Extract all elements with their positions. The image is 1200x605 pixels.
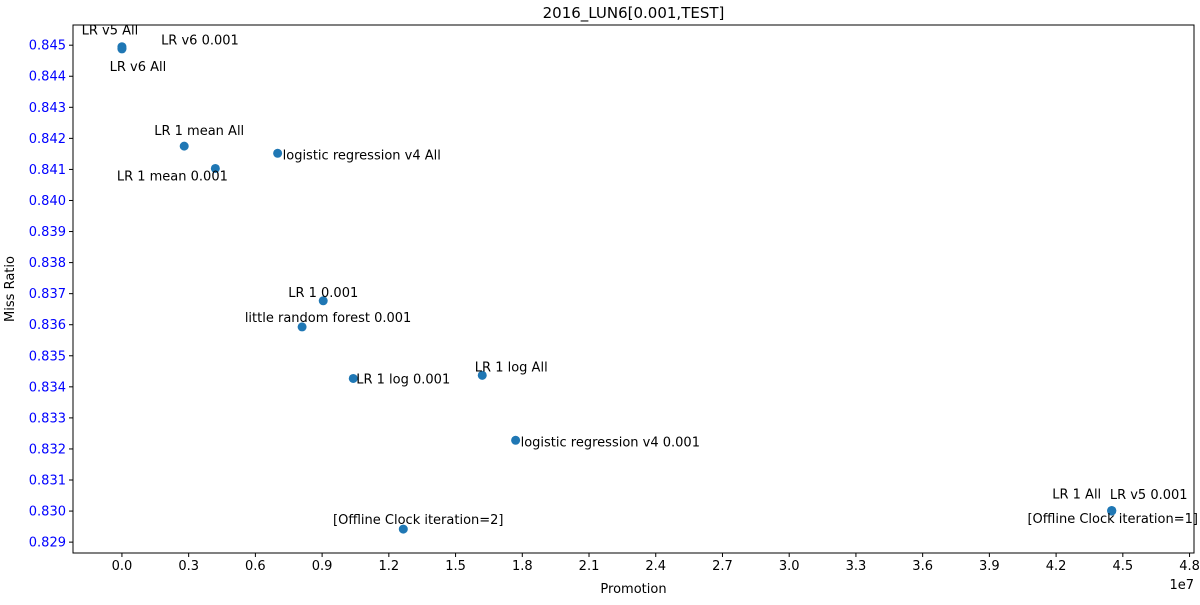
y-tick-label: 0.834 (29, 380, 66, 395)
point-label: LR 1 0.001 (288, 286, 358, 301)
point-label: LR v5 0.001 (1110, 488, 1188, 503)
y-tick-label: 0.838 (29, 256, 66, 271)
data-point (117, 44, 127, 54)
x-axis-label: Promotion (600, 582, 666, 597)
point-label: [Offline Clock iteration=1] (1027, 512, 1197, 527)
y-tick-label: 0.836 (29, 318, 66, 333)
x-tick-label: 1.8 (512, 559, 533, 574)
plot-frame (72, 24, 1195, 554)
y-tick-label: 0.837 (29, 287, 66, 302)
y-tick-label: 0.845 (29, 39, 66, 54)
point-label: logistic regression v4 0.001 (521, 435, 700, 450)
y-tick-label: 0.832 (29, 442, 66, 457)
x-tick-label: 1.2 (378, 559, 399, 574)
point-label: [Offline Clock iteration=2] (333, 513, 503, 528)
point-label: little random forest 0.001 (245, 311, 412, 326)
chart-title: 2016_LUN6[0.001,TEST] (543, 4, 725, 23)
x-tick-label: 1.5 (445, 559, 466, 574)
data-point (348, 373, 358, 383)
x-tick-label: 0.0 (112, 559, 133, 574)
data-point (297, 322, 307, 332)
y-tick-label: 0.835 (29, 349, 66, 364)
data-point (273, 148, 283, 158)
point-label: logistic regression v4 All (283, 148, 441, 163)
x-tick-label: 3.3 (846, 559, 867, 574)
point-label: LR 1 log All (475, 360, 548, 375)
y-tick-label: 0.833 (29, 411, 66, 426)
x-tick-label: 2.7 (712, 559, 733, 574)
point-label: LR v5 All (82, 24, 139, 39)
x-tick-label: 3.9 (979, 559, 1000, 574)
data-point (398, 524, 408, 534)
x-tick-label: 4.5 (1112, 559, 1133, 574)
point-labels-layer: LR v5 All LR v6 0.001 LR v6 All LR 1 mean A… (82, 24, 1198, 528)
y-tick-label: 0.829 (29, 536, 66, 551)
point-label: LR 1 All (1052, 487, 1101, 502)
point-label: LR 1 mean All (154, 124, 244, 139)
data-point (179, 141, 189, 151)
y-axis-label: Miss Ratio (3, 256, 18, 322)
y-tick-label: 0.839 (29, 225, 66, 240)
x-axis-offset-text: 1e7 (1169, 578, 1194, 593)
data-point (210, 163, 220, 173)
ticks-layer: 0.0 0.3 0.6 0.9 1.2 1.5 1.8 2.1 2.4 2.7 3.0 3.3 3.6 3… (29, 39, 1200, 574)
point-label: LR v6 0.001 (161, 33, 239, 48)
x-tick-label: 0.6 (245, 559, 266, 574)
x-tick-label: 0.9 (312, 559, 333, 574)
x-tick-label: 3.0 (779, 559, 800, 574)
points-layer (117, 42, 1117, 534)
y-tick-label: 0.842 (29, 132, 66, 147)
y-tick-label: 0.841 (29, 163, 66, 178)
x-tick-label: 4.8 (1179, 559, 1200, 574)
y-tick-label: 0.840 (29, 194, 66, 209)
point-label: LR 1 log 0.001 (356, 372, 450, 387)
x-tick-label: 2.1 (579, 559, 600, 574)
y-tick-label: 0.843 (29, 101, 66, 116)
data-point (1107, 506, 1117, 516)
point-label: LR v6 All (110, 60, 167, 75)
data-point (318, 296, 328, 306)
data-point (477, 370, 487, 380)
data-point (511, 435, 521, 445)
y-tick-label: 0.844 (29, 70, 66, 85)
x-tick-label: 2.4 (645, 559, 666, 574)
y-tick-label: 0.830 (29, 505, 66, 520)
y-tick-label: 0.831 (29, 474, 66, 489)
point-label: LR 1 mean 0.001 (117, 169, 228, 184)
x-tick-label: 0.3 (178, 559, 199, 574)
x-tick-label: 3.6 (912, 559, 933, 574)
x-tick-label: 4.2 (1046, 559, 1067, 574)
